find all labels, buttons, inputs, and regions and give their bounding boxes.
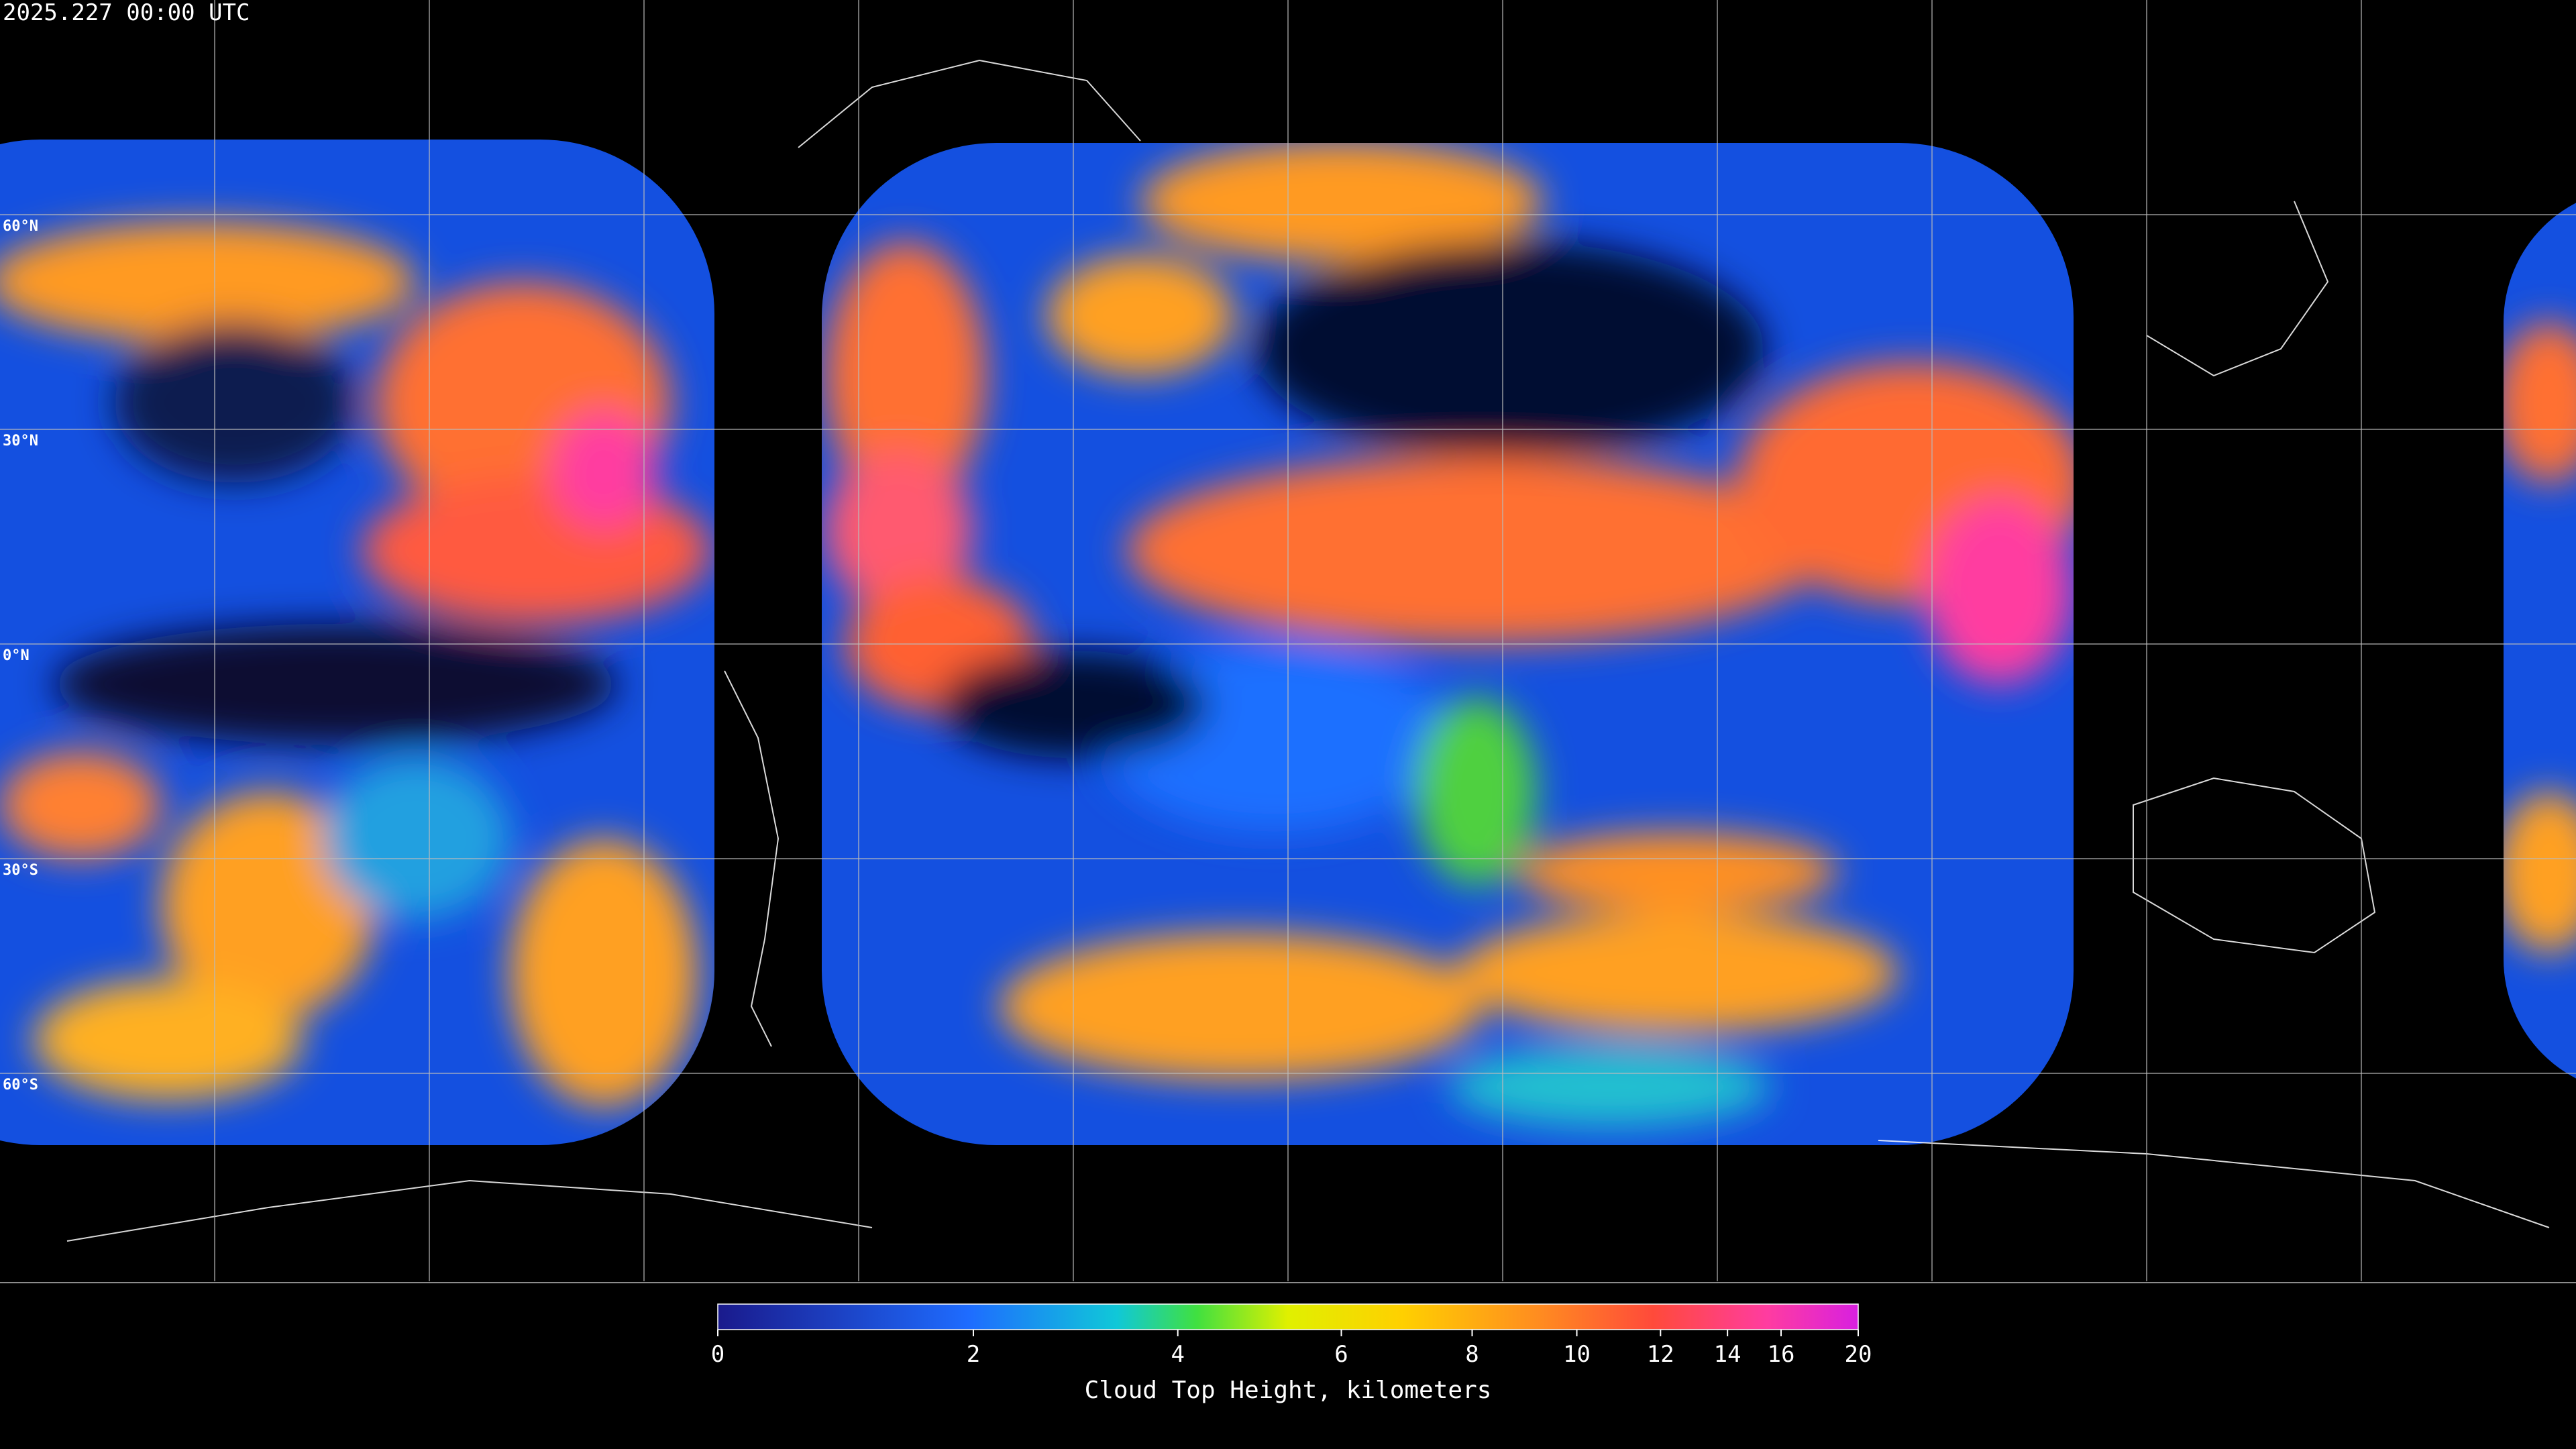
latitude-label: 0°N [3,647,30,664]
colorbar-tick-label: 0 [711,1341,724,1368]
colorbar-tick-label: 6 [1334,1341,1348,1368]
colorbar-tick-label: 2 [967,1341,980,1368]
colorbar-tick-label: 4 [1171,1341,1184,1368]
graticule [0,0,2576,1283]
colorbar-tick-label: 14 [1714,1341,1741,1368]
coastlines [66,59,2550,1242]
latitude-labels: 60°N 30°N 0°N 30°S 60°S [3,218,38,1093]
timestamp: 2025.227 00:00 UTC [3,0,250,26]
colorbar-ticks: 0 2 4 6 8 10 12 14 16 20 [711,1330,1872,1368]
colorbar [717,1303,1859,1330]
colorbar-label: Cloud Top Height, kilometers [1085,1377,1492,1404]
colorbar-tick-label: 16 [1768,1341,1795,1368]
satellite-disk-west [0,140,714,1145]
colorbar-tick-label: 8 [1465,1341,1479,1368]
satellite-disk-east [2504,188,2576,1093]
latitude-label: 60°N [3,218,38,235]
latitude-label: 30°N [3,433,38,449]
colorbar-tick-label: 12 [1647,1341,1674,1368]
latitude-label: 60°S [3,1077,38,1093]
colorbar-tick-label: 10 [1563,1341,1591,1368]
colorbar-tick-label: 20 [1845,1341,1872,1368]
latitude-label: 30°S [3,862,38,879]
